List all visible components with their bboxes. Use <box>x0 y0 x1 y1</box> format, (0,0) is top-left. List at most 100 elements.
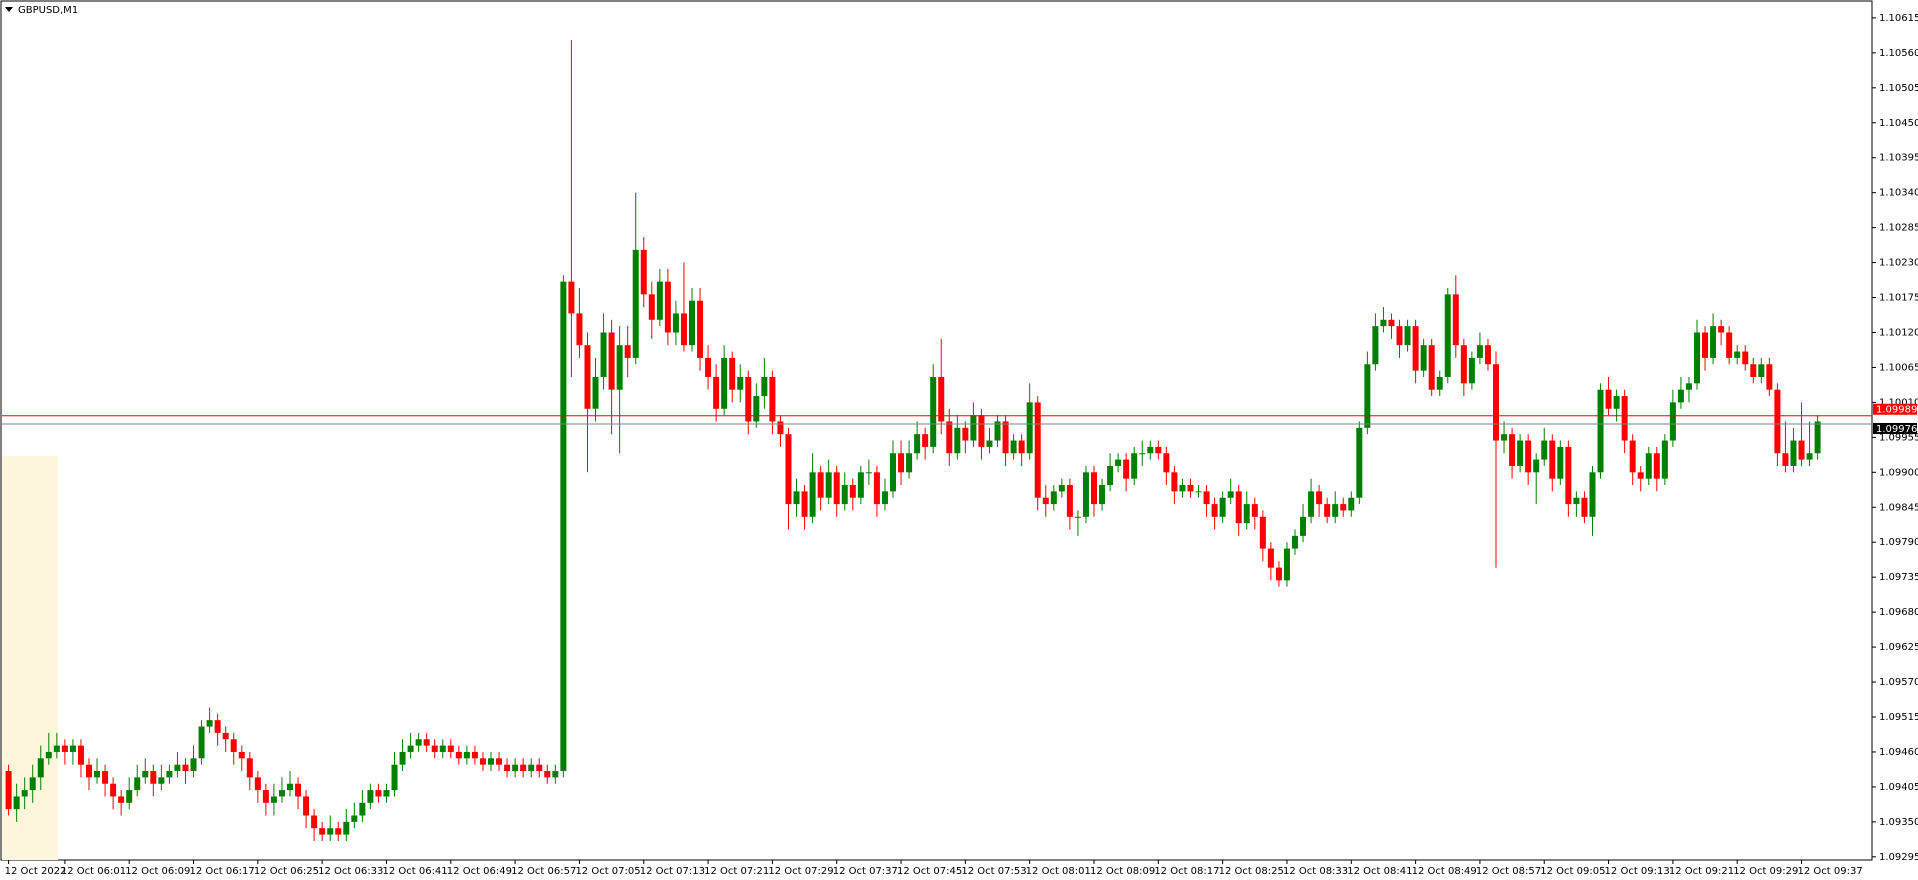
candle-body <box>1557 446 1564 479</box>
candle-body <box>359 802 366 816</box>
candle-body <box>1726 332 1733 358</box>
candle-body <box>536 764 543 772</box>
candle-body <box>471 751 478 759</box>
y-tick-label: 1.09405 <box>1879 782 1918 793</box>
candle-body <box>69 745 76 752</box>
candle-body <box>954 427 961 454</box>
candle-body <box>118 796 125 803</box>
candle-body <box>865 472 872 474</box>
candle-body <box>1798 440 1805 460</box>
candle-body <box>841 485 848 505</box>
candle-body <box>914 434 921 454</box>
y-tick-label: 1.09845 <box>1879 502 1918 513</box>
candle-body <box>890 453 896 492</box>
candle-body <box>391 764 398 791</box>
x-tick-label: 12 Oct 07:21 <box>704 866 769 877</box>
candle-body <box>488 758 494 765</box>
candle-body <box>303 796 310 816</box>
candle-body <box>77 745 84 765</box>
candle-body <box>1171 472 1178 492</box>
x-tick-label: 12 Oct 06:57 <box>511 866 576 877</box>
candle-body <box>608 332 615 390</box>
candle-body <box>214 720 221 733</box>
candle-body <box>1034 402 1041 498</box>
candle-body <box>230 739 237 752</box>
y-tick-label: 1.10395 <box>1879 153 1918 164</box>
candle-body <box>1155 446 1162 454</box>
ask-label: 1.09989 <box>1876 405 1917 416</box>
candle-body <box>922 434 929 447</box>
candle-body <box>1637 472 1644 479</box>
candle-body <box>833 472 840 505</box>
candle-body <box>1348 497 1355 511</box>
candle-body <box>1396 326 1403 346</box>
candle-body <box>1372 326 1379 365</box>
candle-body <box>1766 364 1773 390</box>
candle-body <box>1091 472 1097 505</box>
x-tick-label: 12 Oct 08:17 <box>1154 866 1219 877</box>
candle-body <box>584 345 591 409</box>
candle-body <box>938 376 945 422</box>
x-tick-label: 12 Oct 09:05 <box>1540 866 1605 877</box>
candle-body <box>1669 402 1676 441</box>
candle-body <box>544 771 551 778</box>
candle-body <box>150 771 157 784</box>
candle-body <box>528 764 535 772</box>
candle-body <box>1300 516 1307 536</box>
candle-body <box>1790 440 1797 466</box>
candle-body <box>13 796 20 810</box>
candle-body <box>1074 516 1081 518</box>
menu-arrow[interactable] <box>5 7 13 12</box>
x-tick-label: 12 Oct 06:41 <box>382 866 447 877</box>
candle-body <box>463 751 470 759</box>
x-tick-label: 12 Oct 07:13 <box>640 866 705 877</box>
candle-body <box>1356 427 1363 498</box>
y-tick-label: 1.10010 <box>1879 397 1918 408</box>
candle-body <box>1283 548 1290 581</box>
candle-body <box>335 828 342 835</box>
x-tick-label: 12 Oct 08:33 <box>1283 866 1348 877</box>
candle-body <box>656 281 663 320</box>
candle-body <box>447 745 454 752</box>
candle-body <box>1219 497 1226 517</box>
candle-body <box>906 453 913 473</box>
candle-body <box>777 421 784 435</box>
y-tick-label: 1.09680 <box>1879 607 1918 618</box>
candle-body <box>1517 440 1524 466</box>
candle-body <box>640 249 647 295</box>
candle-body <box>1203 491 1210 505</box>
candle-body <box>37 758 44 778</box>
candle-body <box>1259 516 1266 549</box>
candle-body <box>1661 440 1668 479</box>
candle-body <box>1710 326 1717 358</box>
candle-body <box>1010 440 1017 454</box>
candle-body <box>1694 332 1700 384</box>
candle-body <box>769 376 776 422</box>
candle-body <box>407 745 414 752</box>
candle-body <box>278 790 285 797</box>
candle-body <box>520 764 527 772</box>
candle-body <box>1243 504 1250 524</box>
candle-body <box>1742 351 1749 365</box>
candle-body <box>1468 357 1475 384</box>
candle-body <box>1316 491 1323 505</box>
candle-body <box>166 771 173 778</box>
y-tick-label: 1.09735 <box>1879 572 1918 583</box>
candle-body <box>1251 504 1258 517</box>
y-tick-label: 1.10230 <box>1879 258 1918 269</box>
candle-body <box>616 345 623 390</box>
candle-body <box>1605 389 1612 409</box>
x-tick-label: 12 Oct 08:09 <box>1090 866 1155 877</box>
candle-body <box>737 376 744 390</box>
candle-body <box>785 434 792 505</box>
candle-body <box>431 745 438 752</box>
y-tick-label: 1.10065 <box>1879 362 1918 373</box>
candle-body <box>721 357 728 409</box>
x-tick-label: 12 Oct 07:37 <box>833 866 898 877</box>
candle-body <box>1444 294 1451 377</box>
candle-body <box>190 758 197 772</box>
y-tick-label: 1.10175 <box>1879 293 1918 304</box>
candle-body <box>134 777 141 791</box>
x-tick-label: 12 Oct 09:37 <box>1798 866 1863 877</box>
